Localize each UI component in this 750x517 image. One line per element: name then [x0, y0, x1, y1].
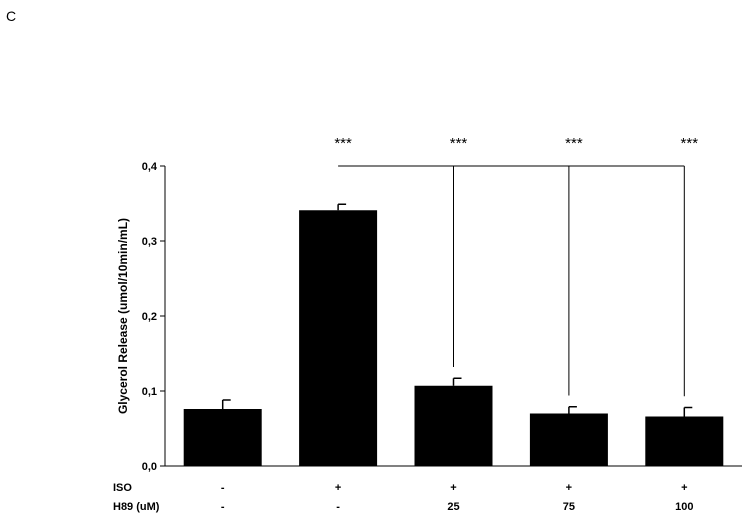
bar — [529, 413, 608, 466]
bars — [183, 210, 724, 466]
condition-value: - — [221, 482, 225, 494]
condition-row-label: H89 (uM) — [113, 501, 160, 513]
condition-value: 100 — [675, 501, 693, 513]
condition-value: - — [221, 501, 225, 513]
significance-annotations: *** *** *** *** — [334, 135, 699, 397]
condition-table: ISO - + + + + H89 (uM) - - 25 75 100 — [113, 482, 693, 513]
y-ticks: 0,0 0,1 0,2 0,3 0,4 — [142, 161, 165, 473]
condition-value: + — [450, 482, 456, 494]
significance-label: *** — [334, 135, 352, 152]
condition-value: + — [681, 482, 687, 494]
significance-label: *** — [565, 135, 583, 152]
y-tick-label: 0,0 — [142, 461, 157, 473]
error-bars — [221, 203, 693, 417]
y-tick-label: 0,2 — [142, 311, 157, 323]
significance-label: *** — [450, 135, 468, 152]
condition-value: + — [335, 482, 341, 494]
condition-value: - — [336, 501, 340, 513]
y-tick-label: 0,4 — [142, 161, 158, 173]
condition-value: + — [566, 482, 572, 494]
panel-label: C — [6, 8, 17, 24]
y-tick-label: 0,3 — [142, 236, 157, 248]
condition-value: 25 — [447, 501, 459, 513]
y-axis-title: Glycerol Release (umol/10min/mL) — [116, 218, 130, 414]
bar — [414, 385, 493, 466]
bar — [183, 409, 262, 466]
condition-value: 75 — [563, 501, 575, 513]
y-tick-label: 0,1 — [142, 386, 157, 398]
bar — [299, 210, 378, 466]
bar — [645, 416, 724, 466]
condition-row-label: ISO — [113, 482, 132, 494]
significance-label: *** — [681, 135, 699, 152]
